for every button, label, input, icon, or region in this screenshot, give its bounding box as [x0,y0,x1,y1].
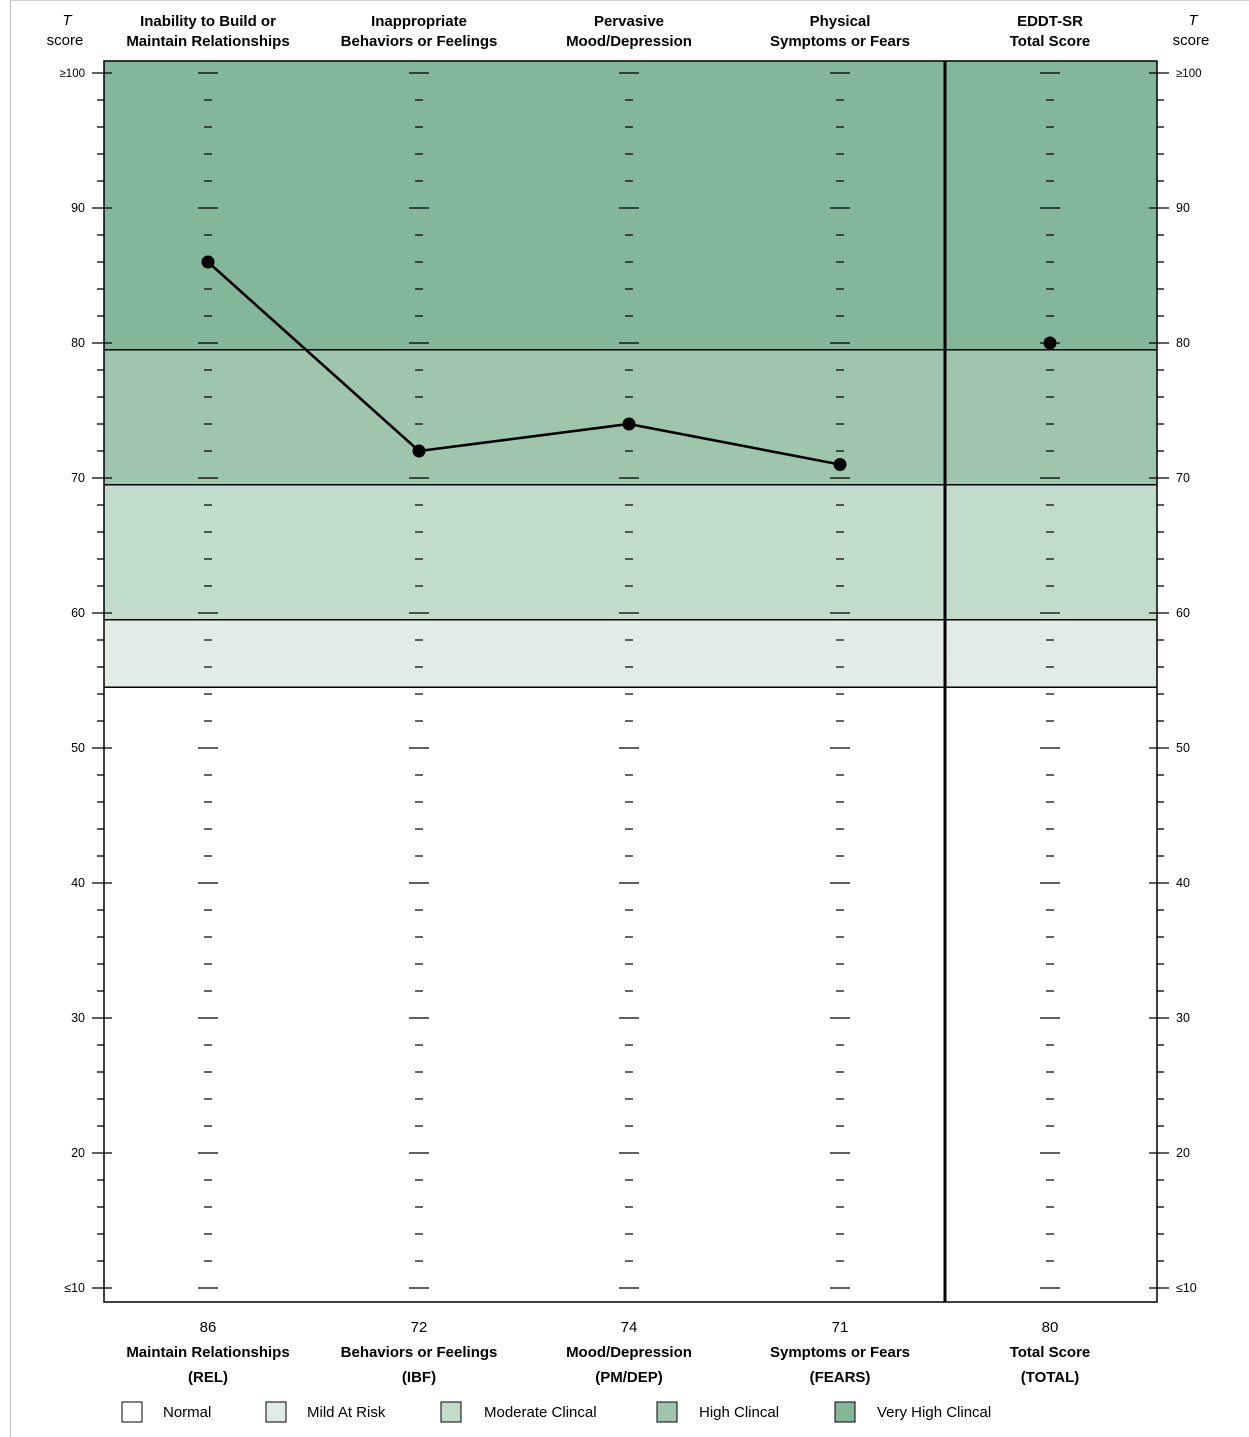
score-value-label: 86 [200,1319,217,1336]
column-footer-abbrev: (IBF) [402,1369,436,1386]
legend-label: Normal [163,1404,211,1421]
column-header-line2: Mood/Depression [566,33,692,50]
column-header-line2: Symptoms or Fears [770,33,910,50]
column-header-line1: Pervasive [594,13,664,30]
y-tick-label-right: 60 [1176,606,1190,620]
band-very-high-clincal [104,61,1157,350]
column-footer-abbrev: (TOTAL) [1021,1369,1080,1386]
column-header-line1: Physical [810,13,871,30]
y-tick-label-right: 80 [1176,336,1190,350]
y-tick-label-right: 50 [1176,741,1190,755]
legend-swatch [834,1401,856,1423]
legend-swatch [656,1401,678,1423]
score-point [201,255,215,269]
plot-frame [103,60,1158,1303]
score-value-label: 71 [832,1319,849,1336]
column-header-line2: Maintain Relationships [126,33,289,50]
t-axis-title-right: T [1188,12,1199,29]
score-axis-title-right: score [1173,32,1210,49]
score-point [833,458,847,471]
column-header-line1: Inappropriate [371,13,467,30]
column-footer-name: Behaviors or Feelings [341,1344,498,1361]
y-tick-label-left: 20 [71,1146,85,1160]
y-tick-label-right: 30 [1176,1011,1190,1025]
legend-label: High Clincal [699,1404,779,1421]
y-tick-label-right: 90 [1176,201,1190,215]
y-tick-label-left: 30 [71,1011,85,1025]
t-axis-title-left: T [62,12,73,29]
legend-label: Very High Clincal [877,1404,991,1421]
column-footer-name: Maintain Relationships [126,1344,289,1361]
column-footer-name: Mood/Depression [566,1344,692,1361]
y-tick-label-left: 60 [71,606,85,620]
y-tick-label-right: ≥100 [1176,68,1202,80]
column-footer-abbrev: (PM/DEP) [595,1369,663,1386]
score-value-label: 80 [1042,1319,1059,1336]
score-value-label: 72 [411,1319,428,1336]
score-point [622,417,636,431]
legend-label: Mild At Risk [307,1404,386,1421]
column-header-line1: EDDT-SR [1017,13,1083,30]
total-score-point [1043,336,1057,350]
legend-label: Moderate Clincal [484,1404,597,1421]
column-header-line2: Behaviors or Feelings [341,33,498,50]
y-tick-label-left: ≥100 [60,68,86,80]
y-tick-label-left: 70 [71,471,85,485]
y-tick-label-right: 40 [1176,876,1190,890]
profile-line [207,261,841,466]
y-tick-label-right: 70 [1176,471,1190,485]
y-tick-label-left: 40 [71,876,85,890]
band-mild-at-risk [104,619,1157,688]
score-point [412,444,426,458]
legend-swatch [440,1401,462,1423]
legend-swatch [121,1401,143,1423]
score-axis-title-left: score [47,32,84,49]
y-tick-label-left: 80 [71,336,85,350]
column-header-line2: Total Score [1010,33,1091,50]
column-footer-name: Symptoms or Fears [770,1344,910,1361]
band-moderate-clincal [104,484,1157,620]
score-value-label: 74 [621,1319,638,1336]
column-footer-name: Total Score [1010,1344,1091,1361]
column-footer-abbrev: (FEARS) [810,1369,871,1386]
y-tick-label-left: 50 [71,741,85,755]
y-tick-label-left: ≤10 [64,1281,85,1295]
page-left-border [10,0,11,1437]
band-normal [104,687,1157,1288]
column-footer-abbrev: (REL) [188,1369,228,1386]
legend-swatch [265,1401,287,1423]
page-top-border [10,0,1249,1]
y-tick-label-right: 20 [1176,1146,1190,1160]
y-tick-label-left: 90 [71,201,85,215]
column-header-line1: Inability to Build or [140,13,276,30]
band-high-clincal [104,349,1157,485]
y-tick-label-right: ≤10 [1176,1281,1197,1295]
